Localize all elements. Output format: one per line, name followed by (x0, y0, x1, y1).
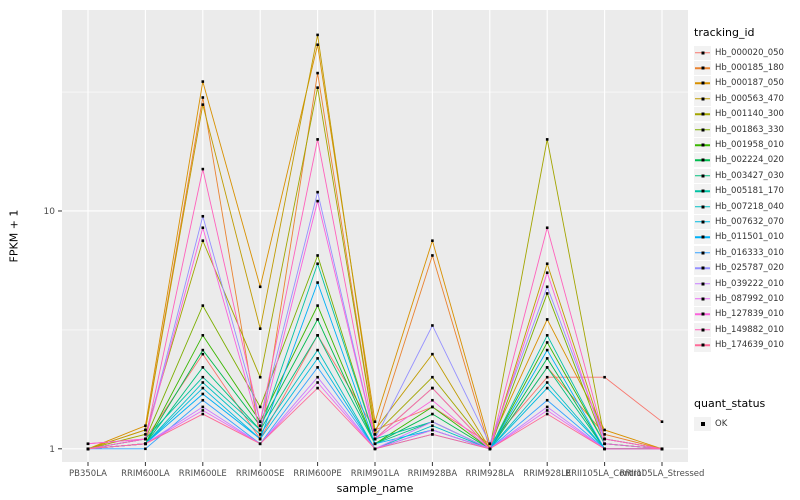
legend-key-swatch (694, 184, 711, 199)
legend-key-swatch (694, 61, 711, 76)
x-axis-title: sample_name (336, 482, 414, 495)
svg-text:PB350LA: PB350LA (69, 469, 107, 479)
legend-key-swatch (694, 276, 711, 291)
legend-key-swatch (694, 214, 711, 229)
legend-label: Hb_001958_010 (715, 140, 784, 151)
legend-item: Hb_000187_050 (694, 76, 800, 91)
legend-item: Hb_149882_010 (694, 322, 800, 337)
legend-label: Hb_174639_010 (715, 340, 784, 351)
legend-label: Hb_001140_300 (715, 109, 784, 120)
svg-text:RRII105LA_Stressed: RRII105LA_Stressed (620, 469, 705, 479)
legend-item: Hb_000563_470 (694, 91, 800, 106)
legend-key-swatch (694, 322, 711, 337)
quant-legend-title: quant_status (694, 396, 766, 410)
svg-text:1: 1 (49, 445, 55, 455)
legend-key-swatch (694, 245, 711, 260)
legend-key-swatch (694, 138, 711, 153)
quant-legend-item: OK (694, 416, 800, 431)
legend-key-swatch (694, 91, 711, 106)
legend-label: Hb_000563_470 (715, 93, 784, 104)
legend-label: Hb_002224_020 (715, 155, 784, 166)
legend-label: Hb_000187_050 (715, 78, 784, 89)
legend: tracking_id Hb_000020_050 Hb_000185_180 Hb… (694, 26, 800, 431)
legend-key-swatch (694, 230, 711, 245)
svg-text:RRII105LA_Control: RRII105LA_Control (565, 469, 644, 479)
legend-item: Hb_127839_010 (694, 307, 800, 322)
legend-key-swatch (694, 168, 711, 183)
legend-label: Hb_025787_020 (715, 263, 784, 274)
quant-legend-items: OK (694, 416, 800, 431)
legend-label: Hb_000185_180 (715, 63, 784, 74)
y-axis-title: FPKM + 1 (7, 209, 21, 263)
svg-text:10: 10 (44, 207, 56, 217)
legend-key-swatch (694, 45, 711, 60)
legend-key-swatch (694, 122, 711, 137)
legend-label: Hb_039222_010 (715, 278, 784, 289)
legend-item: Hb_025787_020 (694, 260, 800, 276)
legend-item: Hb_011501_010 (694, 230, 800, 245)
legend-label: Hb_001863_330 (715, 124, 784, 135)
data-points (86, 33, 664, 451)
legend-label: Hb_016333_010 (715, 247, 784, 258)
legend-key-swatch (694, 307, 711, 322)
legend-item: Hb_007632_070 (694, 214, 800, 229)
legend-item: Hb_174639_010 (694, 337, 800, 353)
legend-key-swatch (694, 153, 711, 168)
legend-label: Hb_087992_010 (715, 293, 784, 304)
legend-item: Hb_001140_300 (694, 107, 800, 122)
legend-item: Hb_000020_050 (694, 45, 800, 60)
legend-item: Hb_001863_330 (694, 122, 800, 137)
legend-key-swatch (694, 76, 711, 91)
svg-text:RRIM600LA: RRIM600LA (121, 469, 170, 479)
legend-item: Hb_000185_180 (694, 60, 800, 76)
axes: 1 10 PB350LA RRIM600LA RRIM600LE RRIM600SE RRI… (44, 207, 705, 479)
legend-item: Hb_001958_010 (694, 137, 800, 153)
legend-label: Hb_011501_010 (715, 232, 784, 243)
legend-label: Hb_007218_040 (715, 201, 784, 212)
svg-text:RRIM901LA: RRIM901LA (351, 469, 400, 479)
legend-items: Hb_000020_050 Hb_000185_180 Hb_000187_050 H… (694, 45, 800, 353)
svg-text:RRIM600SE: RRIM600SE (236, 469, 285, 479)
legend-label: Hb_007632_070 (715, 216, 784, 227)
quant-legend-key-swatch (694, 416, 711, 431)
quant-legend-label: OK (715, 418, 728, 429)
legend-item: Hb_007218_040 (694, 199, 800, 214)
svg-text:RRIM928LE: RRIM928LE (523, 469, 571, 479)
legend-label: Hb_149882_010 (715, 324, 784, 335)
legend-item: Hb_016333_010 (694, 245, 800, 260)
legend-key-swatch (694, 291, 711, 306)
legend-key-swatch (694, 338, 711, 353)
legend-item: Hb_087992_010 (694, 291, 800, 306)
legend-key-swatch (694, 199, 711, 214)
legend-item: Hb_002224_020 (694, 153, 800, 168)
svg-text:RRIM600PE: RRIM600PE (293, 469, 341, 479)
legend-title: tracking_id (694, 26, 755, 39)
svg-text:RRIM928LA: RRIM928LA (465, 469, 514, 479)
legend-label: Hb_005181_170 (715, 186, 784, 197)
legend-label: Hb_003427_030 (715, 170, 784, 181)
legend-item: Hb_039222_010 (694, 276, 800, 291)
legend-key-swatch (694, 261, 711, 276)
legend-label: Hb_000020_050 (715, 47, 784, 58)
svg-text:RRIM600LE: RRIM600LE (179, 469, 227, 479)
legend-key-swatch (694, 107, 711, 122)
legend-item: Hb_005181_170 (694, 184, 800, 199)
legend-item: Hb_003427_030 (694, 168, 800, 183)
legend-label: Hb_127839_010 (715, 309, 784, 320)
svg-text:RRIM928BA: RRIM928BA (408, 469, 458, 479)
